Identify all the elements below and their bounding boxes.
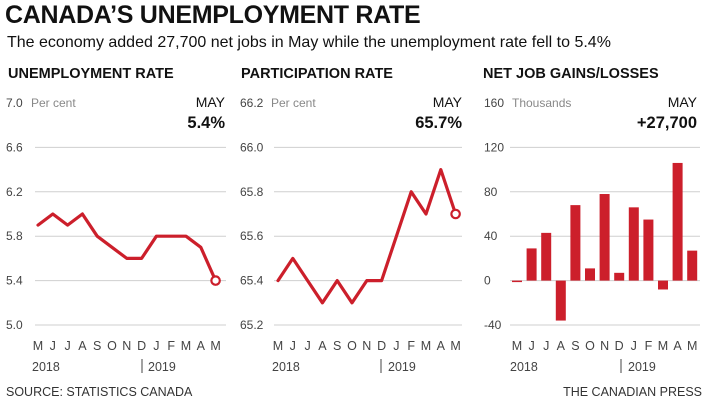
net-jobs-bar — [643, 219, 654, 281]
participation-x-tick-label: F — [407, 339, 415, 353]
participation-end-marker — [450, 208, 461, 220]
page-subtitle: The economy added 27,700 net jobs in May… — [7, 34, 611, 51]
unemployment-rate-title: UNEMPLOYMENT RATE — [8, 66, 174, 82]
participation-x-tick-label: O — [347, 339, 357, 353]
participation-year-label: 2018 — [272, 360, 300, 374]
net-jobs-bar — [614, 272, 625, 281]
unemployment-year-label: 2019 — [148, 360, 176, 374]
unemployment-series-line — [36, 212, 218, 283]
participation-x-tick-label: S — [333, 339, 341, 353]
participation-rate-panel: PARTICIPATION RATE — [236, 0, 476, 406]
unemployment-y-tick-label: 6.6 — [6, 140, 23, 154]
net-jobs-x-tick-label: S — [571, 339, 579, 353]
participation-unit-label: Per cent — [271, 96, 316, 110]
net-jobs-y-tick-label: 0 — [484, 274, 491, 288]
net-jobs-y-tick-label: 40 — [484, 229, 498, 243]
participation-x-tick-label: J — [290, 339, 296, 353]
net-jobs-y-tick-label: -40 — [484, 318, 502, 332]
participation-rate-title: PARTICIPATION RATE — [241, 66, 393, 82]
net-jobs-x-tick-label: D — [615, 339, 624, 353]
net-jobs-x-tick-label: J — [528, 339, 534, 353]
net-jobs-x-tick-label: A — [673, 339, 682, 353]
participation-y-tick-label: 65.8 — [240, 185, 264, 199]
unemployment-x-tick-label: J — [64, 339, 70, 353]
participation-x-tick-label: A — [437, 339, 446, 353]
participation-x-tick-label: M — [450, 339, 460, 353]
unemployment-y-tick-label: 5.0 — [6, 318, 23, 332]
unemployment-callout-value: 5.4% — [187, 114, 225, 132]
participation-year-label: 2019 — [388, 360, 416, 374]
unemployment-y-tick-label: 7.0 — [6, 96, 23, 110]
net-jobs-x-tick-label: M — [687, 339, 697, 353]
credit-note: THE CANADIAN PRESS — [563, 385, 702, 399]
unemployment-y-tick-label: 6.2 — [6, 185, 23, 199]
net-jobs-bar — [555, 280, 566, 321]
unemployment-x-tick-label: O — [107, 339, 117, 353]
unemployment-x-tick-label: M — [33, 339, 43, 353]
participation-callout-value: 65.7% — [415, 114, 462, 132]
net-jobs-x-tick-label: M — [658, 339, 668, 353]
unemployment-callout-label: MAY — [196, 94, 226, 110]
unemployment-end-marker — [210, 275, 221, 286]
net-jobs-year-label: 2019 — [628, 360, 656, 374]
unemployment-x-tick-label: D — [137, 339, 146, 353]
participation-y-tick-label: 65.2 — [240, 318, 264, 332]
net-jobs-unit-label: Thousands — [512, 96, 571, 110]
net-jobs-bar — [599, 194, 610, 281]
unemployment-x-tick-label: N — [122, 339, 131, 353]
net-jobs-bar — [526, 248, 537, 281]
net-jobs-bar — [658, 280, 668, 290]
unemployment-x-tick-label: A — [78, 339, 87, 353]
net-jobs-x-tick-label: M — [512, 339, 522, 353]
participation-y-tick-label: 66.0 — [240, 140, 264, 154]
unemployment-x-tick-label: M — [181, 339, 191, 353]
participation-x-tick-label: M — [273, 339, 283, 353]
page-title: CANADA’S UNEMPLOYMENT RATE — [5, 1, 421, 29]
unemployment-x-tick-label: S — [93, 339, 101, 353]
net-jobs-x-tick-label: A — [557, 339, 566, 353]
unemployment-y-tick-label: 5.4 — [6, 274, 23, 288]
participation-x-tick-label: A — [318, 339, 327, 353]
net-jobs-x-tick-label: J — [631, 339, 637, 353]
net-jobs-x-tick-label: O — [585, 339, 595, 353]
net-jobs-bar — [585, 268, 595, 281]
participation-callout-label: MAY — [433, 94, 463, 110]
net-jobs-bar — [541, 232, 552, 281]
unemployment-y-tick-label: 5.8 — [6, 229, 23, 243]
unemployment-x-tick-label: M — [210, 339, 220, 353]
unemployment-unit-label: Per cent — [31, 96, 76, 110]
net-jobs-x-tick-label: J — [543, 339, 549, 353]
net-jobs-y-tick-label: 120 — [484, 140, 504, 154]
participation-x-tick-label: M — [421, 339, 431, 353]
participation-x-tick-label: J — [304, 339, 310, 353]
net-jobs-bar — [687, 250, 698, 281]
net-jobs-x-tick-label: F — [645, 339, 653, 353]
unemployment-x-tick-label: F — [167, 339, 175, 353]
net-jobs-bar — [512, 280, 522, 283]
net-jobs-year-label: 2018 — [510, 360, 538, 374]
unemployment-x-tick-label: J — [153, 339, 159, 353]
net-jobs-bar — [628, 207, 639, 281]
participation-y-tick-label: 65.6 — [240, 229, 264, 243]
net-jobs-y-tick-label: 160 — [484, 96, 504, 110]
unemployment-x-tick-label: J — [50, 339, 56, 353]
unemployment-rate-panel: UNEMPLOYMENT RATE — [0, 0, 236, 406]
source-note: SOURCE: STATISTICS CANADA — [6, 385, 193, 399]
net-jobs-callout-value: +27,700 — [637, 114, 697, 132]
net-jobs-bar — [570, 205, 581, 281]
participation-y-tick-label: 65.4 — [240, 274, 264, 288]
net-jobs-bar — [672, 162, 683, 281]
net-jobs-title: NET JOB GAINS/LOSSES — [483, 66, 659, 82]
unemployment-year-label: 2018 — [32, 360, 60, 374]
net-jobs-x-tick-label: N — [600, 339, 609, 353]
net-jobs-panel: NET JOB GAINS/LOSSES — [476, 0, 710, 406]
participation-y-tick-label: 66.2 — [240, 96, 264, 110]
net-jobs-y-tick-label: 80 — [484, 185, 498, 199]
net-jobs-callout-label: MAY — [668, 94, 698, 110]
unemployment-x-tick-label: A — [197, 339, 206, 353]
participation-x-tick-label: J — [393, 339, 399, 353]
participation-x-tick-label: N — [362, 339, 371, 353]
participation-x-tick-label: D — [377, 339, 386, 353]
